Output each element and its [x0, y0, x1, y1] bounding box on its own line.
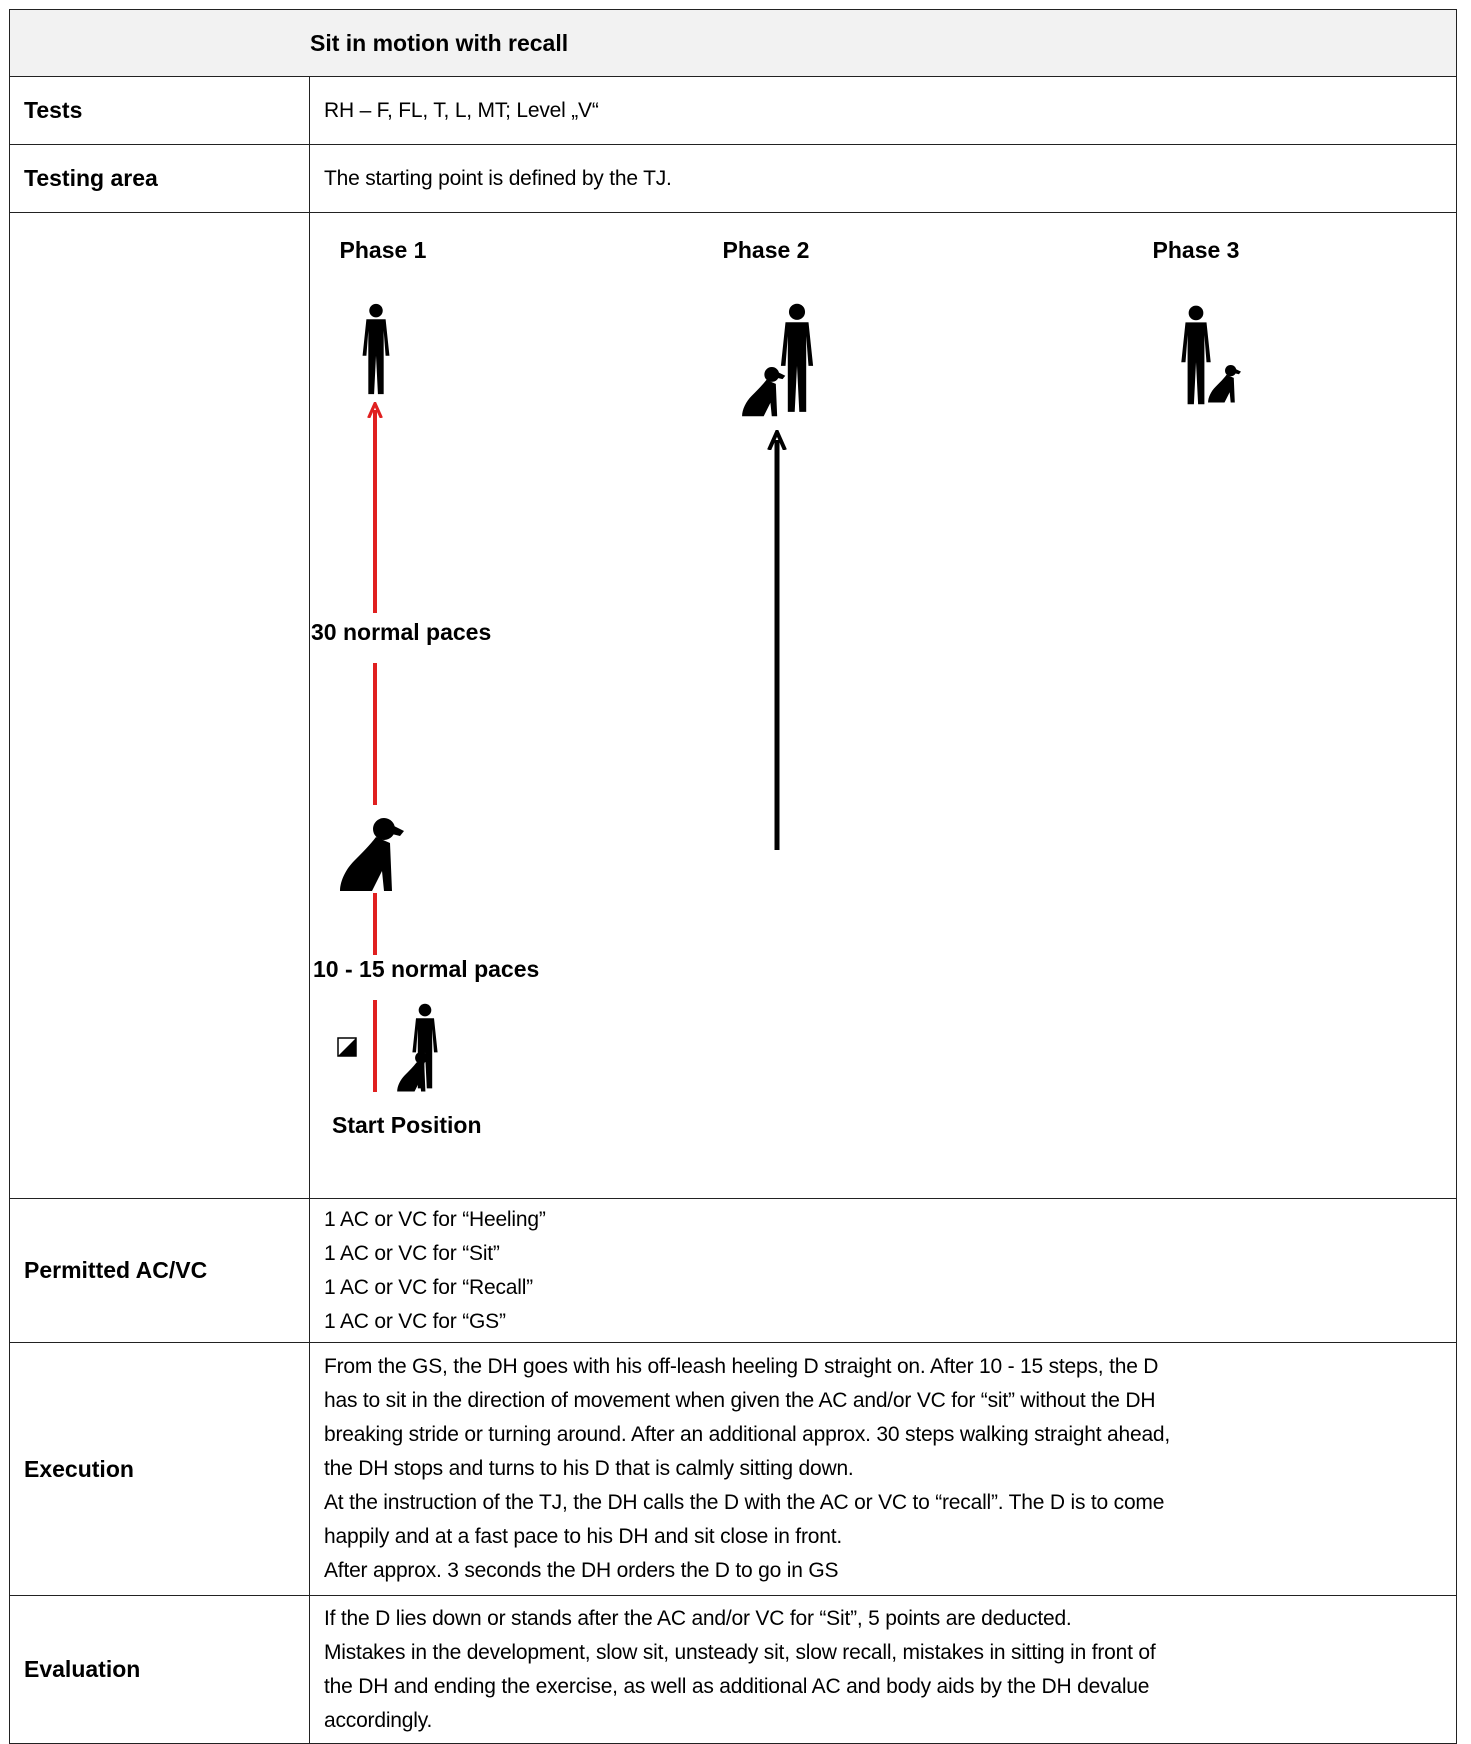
phase-label: Phase 3	[1153, 237, 1240, 263]
distance-label: 10 - 15 normal paces	[313, 956, 539, 982]
handler	[780, 303, 814, 412]
label-cell: Permitted AC/VC	[9, 1198, 310, 1343]
start-label: Start Position	[332, 1112, 482, 1138]
row-text: RH – F, FL, T, L, MT; Level „V“	[324, 98, 599, 122]
start-marker	[337, 1037, 357, 1057]
phase-label: Phase 1	[340, 237, 427, 263]
title: Sit in motion with recall	[310, 29, 569, 56]
text-line: accordingly.	[324, 1708, 433, 1732]
dog	[1208, 364, 1241, 403]
row-label: Tests	[24, 97, 83, 123]
row-text: The starting point is defined by the TJ.	[324, 166, 672, 190]
text-line: If the D lies down or stands after the A…	[324, 1606, 1072, 1630]
handler	[1181, 305, 1211, 405]
dog	[742, 367, 786, 417]
text-line: 1 AC or VC for “Recall”	[324, 1275, 533, 1299]
text-line: 1 AC or VC for “Heeling”	[324, 1207, 546, 1231]
text-cell: 1 AC or VC for “Heeling” 1 AC or VC for “…	[309, 1198, 1457, 1343]
text-line: the DH stops and turns to his D that is …	[324, 1457, 854, 1480]
row-label: Execution	[24, 1455, 134, 1482]
label-cell: Evaluation	[9, 1595, 310, 1744]
dog	[340, 818, 404, 891]
row-label: Permitted AC/VC	[24, 1257, 208, 1283]
text-line: 1 AC or VC for “Sit”	[324, 1241, 500, 1265]
text-line: At the instruction of the TJ, the DH cal…	[324, 1491, 1165, 1514]
phase-label: Phase 2	[723, 237, 810, 263]
row-label: Testing area	[24, 165, 158, 191]
text-cell: If the D lies down or stands after the A…	[309, 1595, 1457, 1744]
text-line: has to sit in the direction of movement …	[324, 1389, 1156, 1412]
text-cell: From the GS, the DH goes with his off-le…	[309, 1342, 1457, 1596]
start-marker	[338, 1038, 356, 1056]
distance-label: 30 normal paces	[311, 619, 491, 645]
text-line: the DH and ending the exercise, as well …	[324, 1674, 1150, 1698]
row-label: Evaluation	[24, 1656, 141, 1682]
text-line: breaking stride or turning around. After…	[324, 1423, 1171, 1446]
handler	[362, 303, 390, 395]
header-cell: Sit in motion with recall	[9, 9, 1457, 77]
text-line: 1 AC or VC for “GS”	[324, 1309, 506, 1333]
text-line: Mistakes in the development, slow sit, u…	[324, 1640, 1156, 1664]
text-line: After approx. 3 seconds the DH orders th…	[324, 1559, 839, 1582]
text-line: happily and at a fast pace to his DH and…	[324, 1525, 842, 1548]
text-line: From the GS, the DH goes with his off-le…	[324, 1355, 1159, 1378]
